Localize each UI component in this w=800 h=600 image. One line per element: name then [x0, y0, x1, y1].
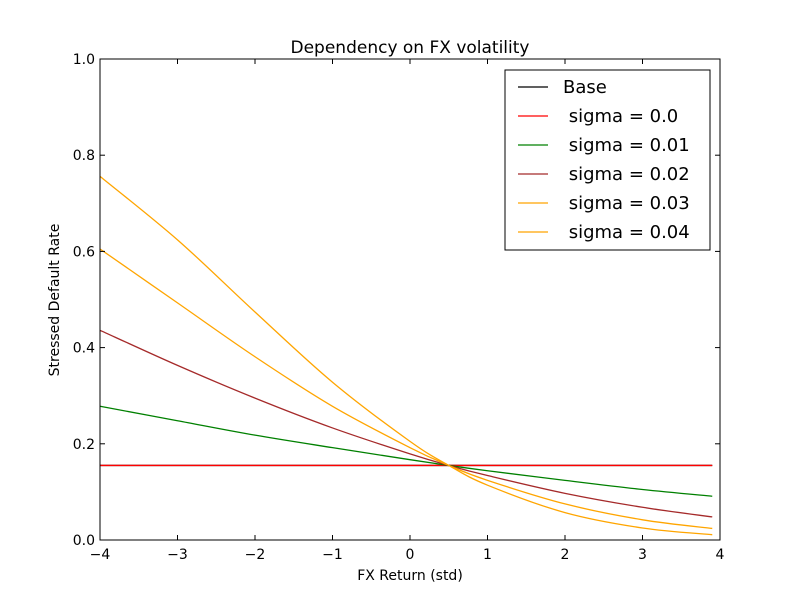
x-tick-label: 3 — [638, 547, 647, 563]
legend-label: sigma = 0.04 — [563, 222, 690, 243]
x-tick-label: −1 — [322, 547, 343, 563]
legend-frame — [504, 69, 711, 251]
x-tick-label: 1 — [483, 547, 492, 563]
x-axis-label: FX Return (std) — [357, 568, 463, 584]
chart-title: Dependency on FX volatility — [291, 38, 530, 58]
series-line-4 — [99, 248, 713, 530]
y-axis-label: Stressed Default Rate — [47, 224, 63, 377]
x-tick-label: −2 — [245, 547, 266, 563]
legend: Base sigma = 0.0 sigma = 0.01 sigma = 0.… — [504, 69, 711, 251]
x-tick-label: 0 — [406, 547, 415, 563]
legend-label: sigma = 0.02 — [563, 164, 690, 185]
x-tick-label: 4 — [716, 547, 725, 563]
y-tick-label: 1.0 — [73, 52, 95, 68]
y-tick-label: 0.8 — [73, 148, 95, 164]
series-line-3 — [99, 329, 713, 518]
y-tick-label: 0.6 — [73, 244, 95, 260]
legend-label: sigma = 0.01 — [563, 135, 690, 156]
series-line-5 — [99, 175, 713, 536]
y-tick-label: 0.4 — [73, 341, 95, 357]
legend-label: sigma = 0.03 — [563, 193, 690, 214]
x-tick-label: −4 — [90, 547, 111, 563]
x-tick-label: 2 — [561, 547, 570, 563]
series-line-2 — [99, 405, 713, 497]
y-tick-label: 0.0 — [73, 533, 95, 549]
x-tick-label: −3 — [167, 547, 188, 563]
y-tick-label: 0.2 — [73, 437, 95, 453]
legend-label: sigma = 0.0 — [563, 106, 678, 127]
legend-label: Base — [563, 77, 607, 98]
